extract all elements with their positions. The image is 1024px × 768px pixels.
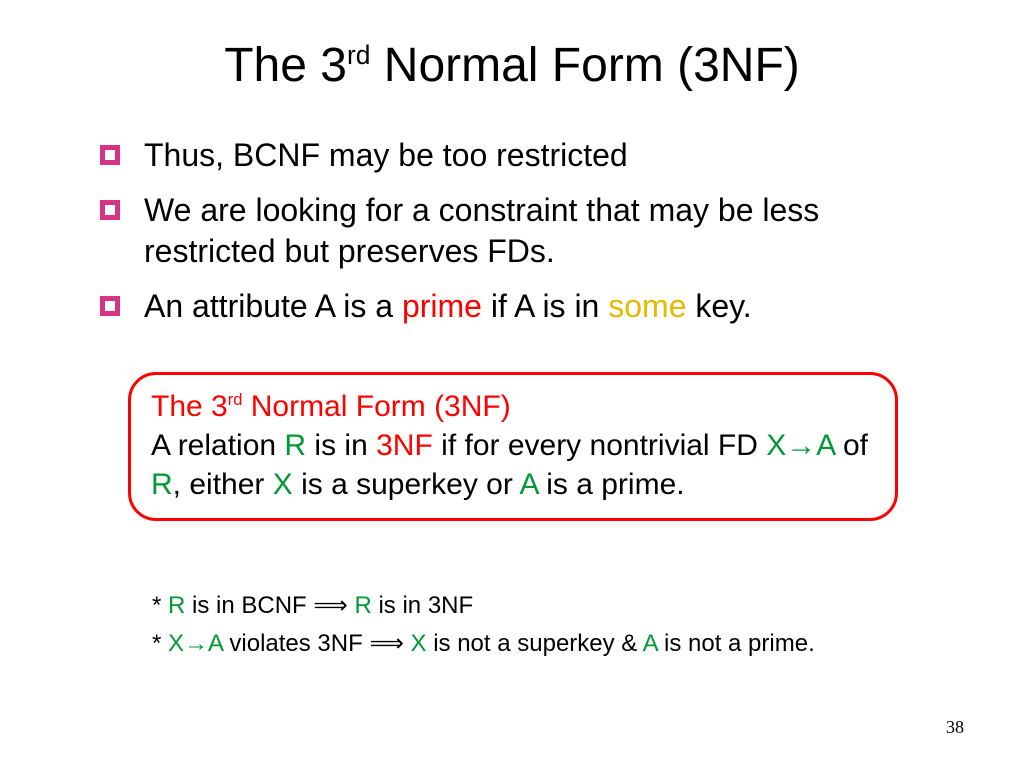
- text-segment: A: [520, 468, 538, 501]
- box-body: A relation R is in 3NF if for every nont…: [151, 429, 868, 501]
- title-pre: The 3: [224, 39, 347, 92]
- box-title-sup: rd: [228, 391, 243, 409]
- title-sup: rd: [347, 40, 370, 70]
- bullet-text: Thus, BCNF may be too restricted: [144, 135, 940, 176]
- box-title: The 3rd Normal Form (3NF): [151, 390, 511, 423]
- text-segment: A: [816, 429, 834, 462]
- text-segment: R: [168, 592, 185, 619]
- text-segment: 3NF: [376, 429, 433, 462]
- text-segment: [404, 630, 411, 657]
- bullet-item: An attribute A is a prime if A is in som…: [100, 286, 940, 327]
- slide-title: The 3rd Normal Form (3NF): [0, 38, 1024, 93]
- text-segment: is not a superkey &: [427, 630, 643, 657]
- text-segment: is not a prime.: [657, 630, 814, 657]
- text-segment: X: [411, 630, 427, 657]
- text-segment: of: [835, 429, 868, 462]
- text-segment: , either: [173, 468, 273, 501]
- text-segment: A: [208, 630, 223, 657]
- text-segment: violates 3NF: [223, 630, 370, 657]
- notes: * R is in BCNF ⟹ R is in 3NF* X→A violat…: [152, 590, 922, 667]
- slide: The 3rd Normal Form (3NF) Thus, BCNF may…: [0, 0, 1024, 768]
- bullet-icon: [100, 200, 130, 220]
- text-segment: key.: [686, 288, 751, 324]
- text-segment: is a prime.: [538, 468, 685, 501]
- page-number: 38: [946, 717, 964, 738]
- box-title-post: Normal Form (3NF): [242, 390, 510, 423]
- text-segment: is in: [306, 429, 376, 462]
- bullet-text: We are looking for a constraint that may…: [144, 190, 940, 272]
- bullet-item: We are looking for a constraint that may…: [100, 190, 940, 272]
- text-segment: R: [151, 468, 173, 501]
- text-segment: prime: [402, 288, 482, 324]
- text-segment: ⟹: [369, 630, 403, 657]
- text-segment: X: [168, 630, 184, 657]
- note-line: * R is in BCNF ⟹ R is in 3NF: [152, 590, 922, 622]
- text-segment: *: [152, 630, 168, 657]
- text-segment: some: [608, 288, 686, 324]
- text-segment: →: [184, 630, 208, 657]
- note-line: * X→A violates 3NF ⟹ X is not a superkey…: [152, 628, 922, 660]
- text-segment: We are looking for a constraint that may…: [144, 192, 819, 269]
- text-segment: X: [766, 429, 786, 462]
- bullet-item: Thus, BCNF may be too restricted: [100, 135, 940, 176]
- text-segment: ⟹: [313, 592, 347, 619]
- definition-box: The 3rd Normal Form (3NF) A relation R i…: [128, 372, 898, 521]
- text-segment: Thus, BCNF may be too restricted: [144, 137, 628, 173]
- bullet-text: An attribute A is a prime if A is in som…: [144, 286, 940, 327]
- text-segment: if A is in: [482, 288, 608, 324]
- text-segment: A relation: [151, 429, 284, 462]
- box-title-pre: The 3: [151, 390, 228, 423]
- text-segment: is a superkey or: [293, 468, 520, 501]
- text-segment: An attribute A is a: [144, 288, 402, 324]
- bullet-icon: [100, 296, 130, 316]
- bullet-list: Thus, BCNF may be too restricted We are l…: [100, 135, 940, 341]
- bullet-icon: [100, 145, 130, 165]
- text-segment: is in 3NF: [372, 592, 473, 619]
- text-segment: R: [354, 592, 371, 619]
- text-segment: if for every nontrivial FD: [433, 429, 766, 462]
- text-segment: A: [643, 630, 658, 657]
- text-segment: is in BCNF: [185, 592, 313, 619]
- title-post: Normal Form (3NF): [370, 39, 799, 92]
- text-segment: R: [284, 429, 306, 462]
- text-segment: X: [273, 468, 293, 501]
- text-segment: *: [152, 592, 168, 619]
- text-segment: →: [786, 429, 816, 462]
